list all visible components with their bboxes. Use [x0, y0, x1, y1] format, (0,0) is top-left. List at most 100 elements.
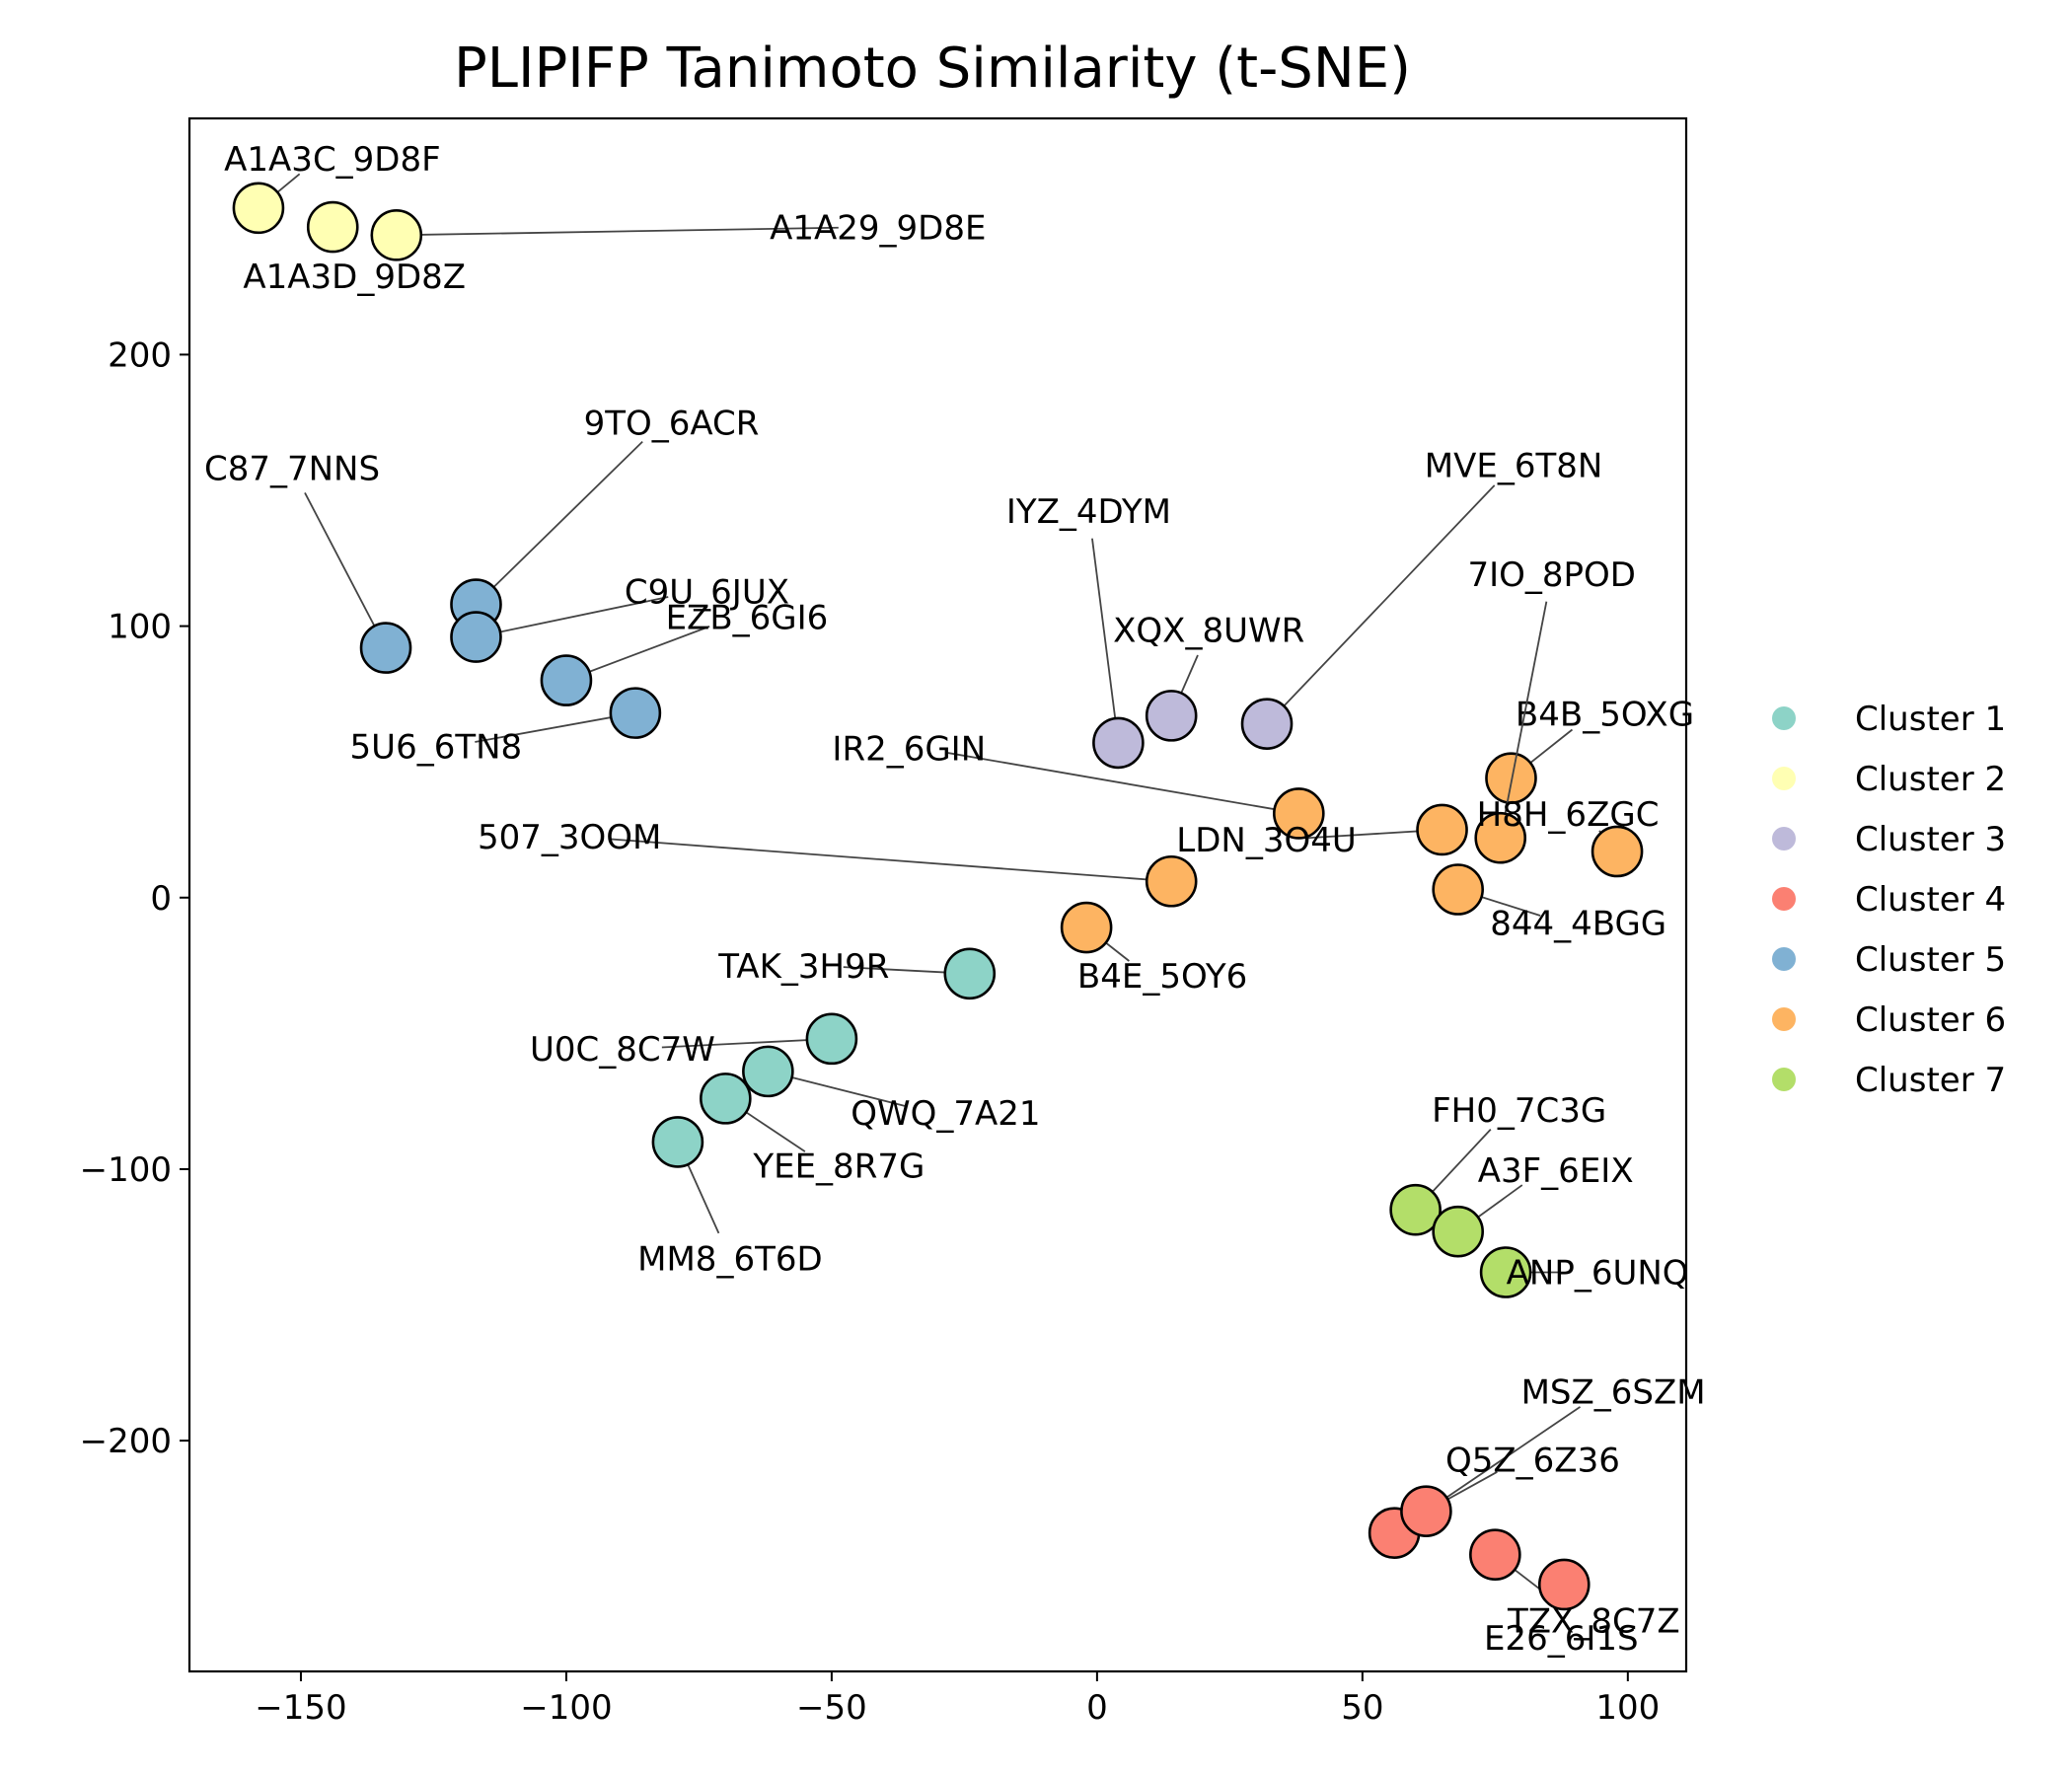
x-tick-label: −150 [255, 1688, 346, 1728]
legend-marker [1772, 1068, 1796, 1091]
legend-label: Cluster 2 [1855, 760, 2006, 799]
data-point [1400, 1485, 1452, 1537]
point-label: Q5Z_6Z36 [1445, 1442, 1620, 1481]
data-point [1145, 690, 1198, 742]
leader-line [475, 711, 636, 743]
point-label: 844_4BGG [1490, 904, 1666, 943]
x-tick-label: 50 [1341, 1688, 1383, 1728]
y-tick-label: 0 [150, 879, 172, 919]
point-label: A1A29_9D8E [770, 208, 986, 248]
point-label: LDN_3O4U [1176, 821, 1356, 860]
leader-line [661, 1037, 832, 1049]
point-label: C87_7NNS [204, 450, 380, 489]
point-label: MM8_6T6D [637, 1239, 823, 1279]
data-point [1416, 803, 1468, 856]
data-point [1432, 863, 1484, 916]
point-label: B4B_5OXG [1516, 696, 1694, 735]
series-cluster-7: FH0_7C3G A3F_6EIX ANP_6UNQ [1389, 1091, 1689, 1298]
point-label: IYZ_4DYM [1006, 492, 1171, 532]
data-point [700, 1073, 752, 1125]
data-point [1479, 1246, 1532, 1298]
x-tick-label: 100 [1595, 1688, 1660, 1728]
leader-line [1499, 601, 1548, 839]
y-tick-label: 100 [108, 608, 172, 647]
point-label: YEE_8R7G [752, 1147, 925, 1186]
data-point [1240, 698, 1294, 750]
series-cluster-2: A1A3C_9D8F A1A3D_9D8Z A1A29_9D8E [224, 140, 986, 297]
legend-label: Cluster 7 [1855, 1061, 2006, 1100]
leader-line [947, 752, 1299, 815]
point-label: 5U6_6TN8 [350, 728, 523, 768]
legend-marker [1772, 706, 1796, 730]
legend-marker [1772, 947, 1796, 971]
leader-line [609, 838, 1172, 883]
plot-area: −150 −100 −50 0 50 100 −200 −100 0 100 200 TAK_3H9R… [80, 116, 1706, 1728]
legend-label: Cluster 3 [1855, 820, 2006, 859]
point-label: A3F_6EIX [1478, 1151, 1634, 1191]
legend-marker [1772, 827, 1796, 851]
data-point [450, 611, 502, 663]
point-label: C9U_6JUX [625, 573, 789, 613]
point-label: TZX_8C7Z [1507, 1602, 1680, 1642]
point-label: XQX_8UWR [1113, 611, 1304, 650]
axes-frame [187, 116, 1688, 1673]
y-tick-label: −100 [80, 1150, 172, 1190]
legend-marker [1772, 887, 1796, 911]
data-point [232, 182, 285, 235]
y-tick-label: 200 [108, 335, 172, 375]
point-label: U0C_8C7W [530, 1030, 715, 1070]
series-cluster-6: IR2_6GIN 507_3OOM B4E_5OY6 LDN_3O4U B4B_5OXG… [478, 555, 1694, 997]
point-label: A1A3D_9D8Z [243, 258, 466, 297]
data-point [540, 654, 593, 706]
point-label: QWQ_7A21 [851, 1094, 1040, 1134]
leader-line [475, 440, 643, 606]
legend: Cluster 1 Cluster 2 Cluster 3 Cluster 4 Clus… [1772, 700, 2006, 1100]
leader-line [1091, 538, 1120, 744]
data-point [359, 622, 412, 674]
point-label: MSZ_6SZM [1521, 1373, 1706, 1413]
data-point [805, 1012, 858, 1066]
point-label: TAK_3H9R [717, 947, 889, 987]
point-label: A1A3C_9D8F [224, 140, 441, 180]
leader-line [304, 491, 387, 649]
data-point [609, 687, 662, 739]
data-point [651, 1116, 704, 1168]
data-point [1389, 1183, 1442, 1236]
series-cluster-1: TAK_3H9R U0C_8C7W QWQ_7A21 YEE_8R7G MM8_6T6D [530, 947, 1041, 1280]
leader-line [476, 596, 669, 638]
y-tick-label: −200 [80, 1422, 172, 1461]
chart-title: PLIPIFP Tanimoto Similarity (t-SNE) [454, 37, 1411, 101]
legend-label: Cluster 6 [1855, 1000, 2006, 1040]
leader-line [396, 226, 839, 237]
x-tick-label: −100 [520, 1688, 612, 1728]
data-point [1092, 716, 1145, 770]
point-label: 9TO_6ACR [584, 405, 760, 444]
point-label: H8H_6ZGC [1477, 795, 1660, 835]
point-label: E26_6I1S [1484, 1619, 1639, 1659]
point-label: FH0_7C3G [1432, 1091, 1606, 1131]
series-cluster-3: IYZ_4DYM XQX_8UWR MVE_6T8N [1006, 447, 1603, 770]
point-label: 7IO_8POD [1467, 555, 1636, 595]
legend-label: Cluster 1 [1855, 700, 2006, 739]
legend-label: Cluster 4 [1855, 880, 2006, 920]
data-point [742, 1045, 794, 1098]
data-point [1469, 1528, 1521, 1581]
data-point [370, 209, 423, 261]
leader-line [1266, 484, 1496, 725]
data-point [1537, 1558, 1591, 1611]
data-point [1432, 1205, 1484, 1258]
point-label: B4E_5OY6 [1077, 957, 1247, 997]
point-label: 507_3OOM [478, 818, 661, 857]
data-point [1474, 811, 1527, 864]
legend-label: Cluster 5 [1855, 940, 2006, 980]
data-point [306, 200, 359, 254]
data-point [1273, 787, 1325, 840]
legend-marker [1772, 767, 1796, 790]
point-label: MVE_6T8N [1425, 447, 1603, 486]
data-point [943, 947, 997, 1000]
data-point [1591, 825, 1644, 878]
x-tick-label: −50 [796, 1688, 867, 1728]
